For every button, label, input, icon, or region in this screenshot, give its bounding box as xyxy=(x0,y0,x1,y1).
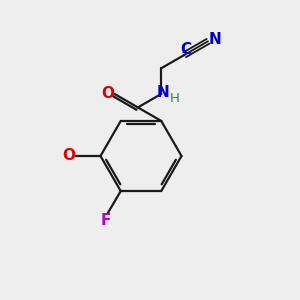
Text: H: H xyxy=(170,92,180,105)
Text: O: O xyxy=(101,86,114,101)
Text: O: O xyxy=(63,148,76,164)
Text: N: N xyxy=(208,32,221,47)
Text: C: C xyxy=(181,42,192,57)
Text: F: F xyxy=(100,212,111,227)
Text: N: N xyxy=(156,85,169,100)
